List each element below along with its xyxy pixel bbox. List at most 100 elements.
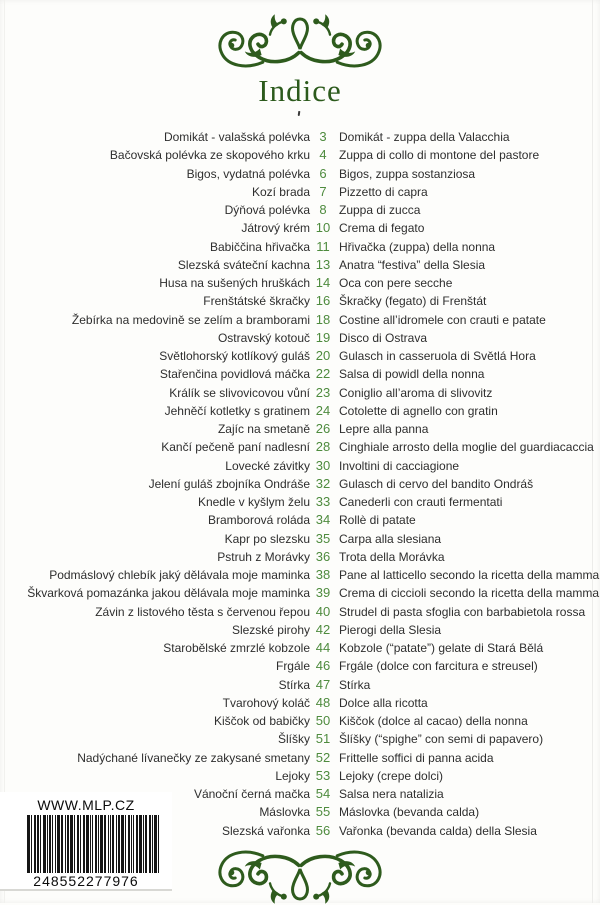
dish-name-czech: Králík se slivovicovou vůní [169,385,310,400]
page-number: 48 [315,694,331,710]
dish-name-czech: Babiččina hřivačka [209,239,310,254]
dish-name-czech: Jelení guláš zbojníka Ondráše [148,476,310,491]
dish-name-italian: Anatra “festiva” della Slesia [339,257,486,272]
dish-name-italian: Disco di Ostrava [339,330,428,345]
page-number: 14 [315,275,331,290]
index-row: Zajíc na smetaně 26 Lepre alla panna [8,421,594,439]
scan-edge-right [592,0,593,903]
page-number: 11 [316,238,330,254]
dish-name-italian: Bigos, zuppa sostanziosa [339,166,476,181]
index-row: Játrový krém 10 Crema di fegato [8,220,594,238]
page-number: 3 [319,129,327,144]
page-number: 18 [315,311,331,327]
index-row: Slezská vařonka 56 Vařonka (bevanda cald… [8,823,594,841]
index-row: Stírka 47 Stírka [8,677,594,695]
index-row: Babiččina hřivačka 11 Hřivačka (zuppa) d… [8,239,594,257]
index-row: Frenštátské škračky 16 Škračky (fegato) … [8,293,594,311]
index-row: Nadýchané lívanečky ze zakysané smetany … [8,750,594,768]
dish-name-italian: Cinghiale arrosto della moglie del guard… [339,440,594,455]
publisher-url: WWW.MLP.CZ [37,797,135,813]
dish-name-czech: Zajíc na smetaně [217,422,310,436]
page-number: 39 [315,585,331,601]
index-row: Králík se slivovicovou vůní 23 Coniglio … [8,385,594,403]
index-row: Lejoky 53 Lejoky (crepe dolci) [8,768,594,786]
index-row: Jelení guláš zbojníka Ondráše 32 Gulasch… [8,476,594,494]
page-number: 32 [315,475,331,491]
page-number: 13 [315,256,331,272]
index-row: Starobělské zmrzlé kobzole 44 Kobzole (“… [8,640,594,658]
dish-name-italian: Salsa di powidl della nonna [339,367,485,382]
dish-name-italian: Máslovka (bevanda calda) [339,805,480,820]
page-number: 33 [315,494,331,509]
page-number: 51 [315,731,331,747]
page-number: 38 [315,567,331,582]
dish-name-czech: Vánoční černá mačka [193,787,310,801]
index-row: Slezské pirohy 42 Pierogi della Slesia [8,622,594,640]
dish-name-italian: Dolce alla ricotta [339,695,428,710]
page-number: 47 [315,676,331,692]
dish-name-italian: Canederli con crauti fermentati [339,495,503,509]
dish-name-czech: Světlohorský kotlíkový guláš [159,349,310,363]
dish-name-italian: Rollè di patate [339,513,416,528]
dish-name-italian: Frgále (dolce con farcitura e streusel) [339,659,538,674]
index-row: Kiščok od babičky 50 Kiščok (dolce al ca… [8,713,594,731]
dish-name-czech: Husa na sušených hruškách [159,276,310,290]
page-number: 56 [315,822,331,838]
page-number: 36 [315,548,331,564]
index-row: Vánoční černá mačka 54 Salsa nera natali… [8,786,594,804]
dish-name-czech: Frenštátské škračky [203,294,310,309]
dish-name-czech: Slezské pirohy [231,622,310,637]
index-row: Knedle v kyšlym želu 33 Canederli con cr… [8,494,594,512]
page-number: 42 [315,621,331,637]
index-row: Závin z listového těsta s červenou řepou… [8,604,594,622]
dish-name-czech: Játrový krém [241,221,310,236]
index-list: Domikát - valašská polévka 3 Domikát - z… [8,129,599,841]
dish-name-italian: Pierogi della Slesia [339,622,442,637]
index-row: Husa na sušených hruškách 14 Oca con per… [8,275,594,293]
dish-name-czech: Knedle v kyšlym želu [197,495,310,509]
barcode-digits: 248552277976 [33,873,139,889]
index-row: Slezská sváteční kachna 13 Anatra “festi… [8,257,594,275]
dish-name-italian: Pizzetto di capra [339,184,428,199]
floral-flourish-bottom-icon [218,850,382,904]
index-row: Tvarohový koláč 48 Dolce alla ricotta [8,695,594,713]
page-number: 16 [315,293,331,309]
page-number: 24 [315,402,331,418]
page-number: 26 [315,421,331,436]
dish-name-czech: Frgále [275,659,310,674]
index-row: Kančí pečeně paní nadlesní 28 Cinghiale … [8,439,594,457]
dish-name-italian: Trota della Morávka [339,549,445,564]
dish-name-czech: Žebírka na medovině se zelím a bramboram… [71,312,310,327]
dish-name-czech: Nadýchané lívanečky ze zakysané smetany [77,750,310,765]
dish-name-czech: Dýňová polévka [224,203,310,217]
dish-name-czech: Máslovka [259,805,310,820]
index-row: Máslovka 55 Máslovka (bevanda calda) [8,804,594,822]
dish-name-italian: Domikát - zuppa della Valacchia [339,130,510,144]
dish-name-italian: Gulasch di cervo del bandito Ondráš [339,476,534,491]
dish-name-czech: Stařenčina povidlová máčka [159,367,310,382]
dish-name-italian: Pane al latticello secondo la ricetta de… [339,568,600,582]
index-row: Bramborová roláda 34 Rollè di patate [8,512,594,530]
page-number: 28 [315,439,331,455]
dish-name-italian: Salsa nera natalizia [339,787,444,801]
dish-name-czech: Šlíšky [277,732,310,747]
dish-name-italian: Oca con pere secche [339,276,453,290]
index-row: Dýňová polévka 8 Zuppa di zucca [8,202,594,220]
dish-name-czech: Ostravský kotouč [217,330,310,345]
dish-name-italian: Škračky (fegato) di Frenštát [339,294,487,309]
dish-name-czech: Tvarohový koláč [222,695,310,710]
dish-name-italian: Zuppa di zucca [339,203,421,217]
page-number: 54 [315,786,331,801]
index-row: Podmáslový chlebík jaký dělávala moje ma… [8,567,599,585]
index-row: Jehněčí kotletky s gratinem 24 Cotolette… [8,403,594,421]
index-row: Domikát - valašská polévka 3 Domikát - z… [8,129,594,147]
index-row: Lovecké závitky 30 Involtini di cacciagi… [8,458,594,476]
index-row: Žebírka na medovině se zelím a bramboram… [8,312,594,330]
scan-speck [297,110,301,117]
dish-name-czech: Lejoky [275,768,310,783]
dish-name-italian: Crema di fegato [339,221,425,236]
dish-name-czech: Jehněčí kotletky s gratinem [164,403,310,418]
dish-name-italian: Coniglio all’aroma di slivovitz [339,385,493,400]
dish-name-italian: Costine all’idromele con crauti e patate [339,312,546,327]
